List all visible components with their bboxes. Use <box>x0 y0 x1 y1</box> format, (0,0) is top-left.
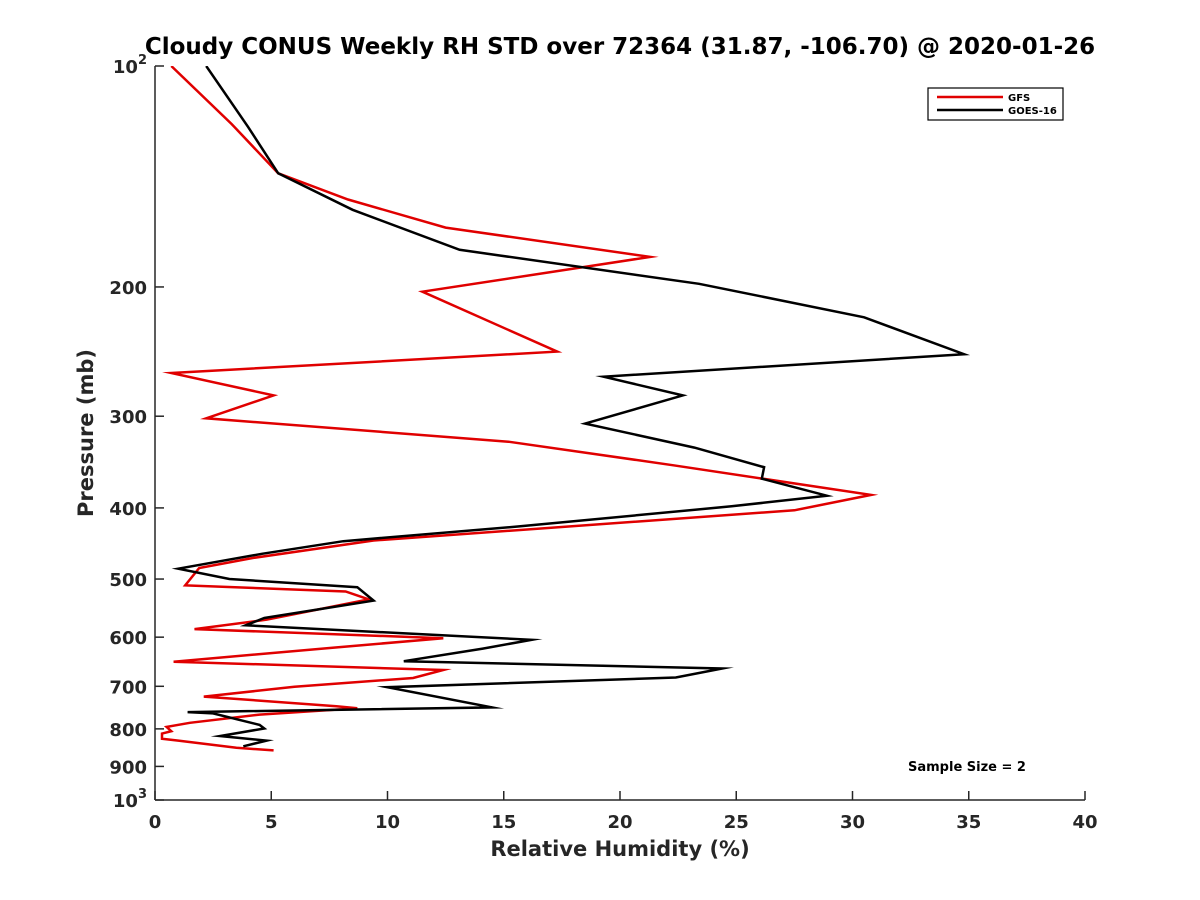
y-tick-label: 600 <box>109 628 147 649</box>
x-tick-label: 5 <box>265 812 278 833</box>
y-tick-label: 400 <box>109 499 147 520</box>
series-line-goes16 <box>171 66 971 748</box>
y-tick-label: 103 <box>113 787 147 812</box>
y-tick-label: 200 <box>109 278 147 299</box>
x-tick-label: 10 <box>375 812 400 833</box>
plot-area <box>154 66 1085 801</box>
axes-background <box>155 66 1085 800</box>
y-axis-ticks: 102 200 300 400 500 600 700 800 900 103 <box>109 53 164 812</box>
x-tick-label: 40 <box>1072 812 1097 833</box>
chart-title: Cloudy CONUS Weekly RH STD over 72364 (3… <box>145 34 1095 60</box>
y-tick-label: 102 <box>113 53 147 78</box>
x-tick-label: 30 <box>840 812 865 833</box>
legend-label-gfs: GFS <box>1008 93 1030 104</box>
x-tick-label: 35 <box>956 812 981 833</box>
y-tick-label: 700 <box>109 677 147 698</box>
y-tick-label: 900 <box>109 757 147 778</box>
legend-label-goes16: GOES-16 <box>1008 106 1057 117</box>
y-axis-label: Pressure (mb) <box>74 349 98 517</box>
sample-size-annotation: Sample Size = 2 <box>908 760 1026 775</box>
y-tick-label: 300 <box>109 407 147 428</box>
x-tick-label: 20 <box>607 812 632 833</box>
legend-box <box>927 87 1064 121</box>
y-tick-label: 800 <box>109 720 147 741</box>
series-line-gfs <box>160 66 879 752</box>
legend: GFS GOES-16 <box>927 87 1064 121</box>
x-tick-label: 0 <box>149 812 162 833</box>
x-tick-label: 15 <box>491 812 516 833</box>
x-axis-label: Relative Humidity (%) <box>490 837 749 861</box>
series-layer <box>160 66 971 752</box>
y-tick-label: 500 <box>109 570 147 591</box>
x-tick-label: 25 <box>724 812 749 833</box>
x-axis-ticks: 0 5 10 15 20 25 30 35 40 <box>149 791 1098 833</box>
